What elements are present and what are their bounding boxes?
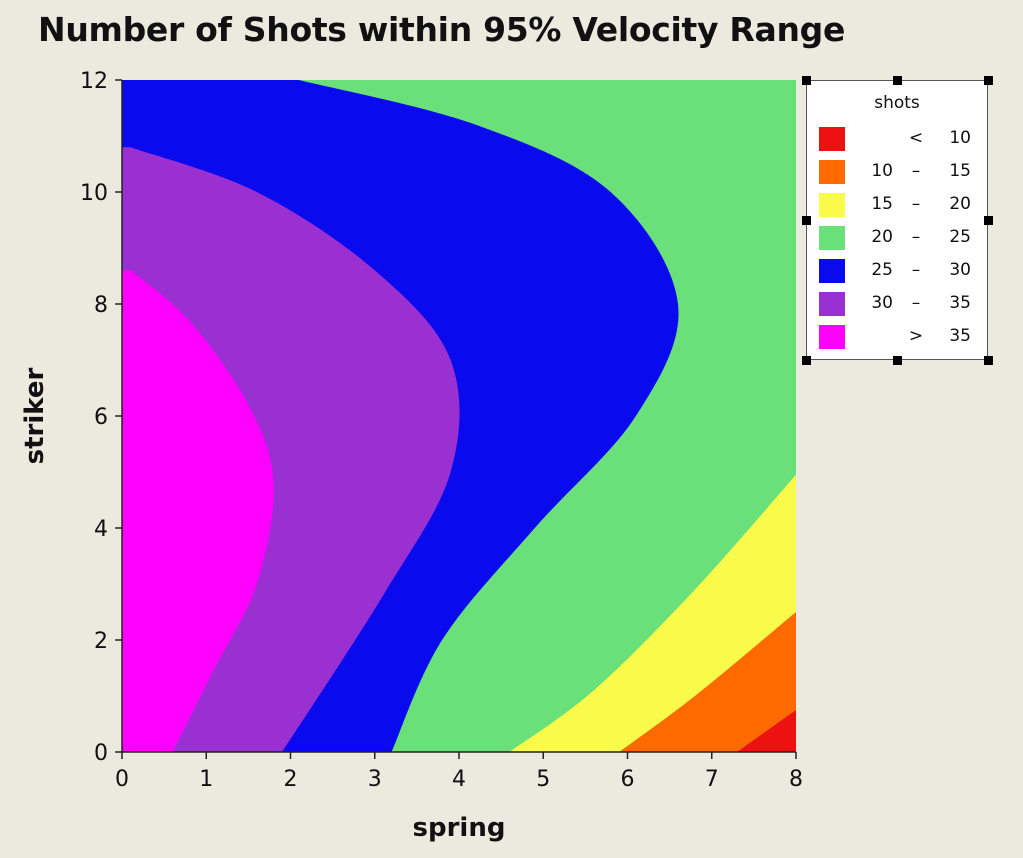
resize-handle[interactable] — [802, 356, 811, 365]
legend-swatch — [819, 193, 845, 217]
legend-swatch — [819, 259, 845, 283]
y-tick-label: 4 — [94, 517, 108, 542]
legend-swatch — [819, 226, 845, 250]
x-tick-label: 4 — [452, 767, 466, 792]
resize-handle[interactable] — [893, 76, 902, 85]
legend-range-separator: – — [911, 260, 921, 280]
resize-handle[interactable] — [802, 76, 811, 85]
x-tick-label: 6 — [621, 767, 635, 792]
contour-regions — [122, 80, 796, 752]
legend-range-low: 20 — [871, 227, 893, 247]
legend-range-low: 10 — [871, 161, 893, 181]
legend-range-low: 25 — [871, 260, 893, 280]
x-tick-label: 2 — [284, 767, 298, 792]
legend-range-separator: > — [908, 326, 924, 346]
legend[interactable]: shots <10 10–15 15–20 20–25 25–30 30–35 >35 — [802, 76, 993, 365]
region-lt-10 — [737, 710, 796, 752]
y-tick-label: 8 — [94, 293, 108, 318]
chart-title: Number of Shots within 95% Velocity Rang… — [38, 10, 846, 49]
legend-range-high: 10 — [949, 128, 971, 148]
resize-handle[interactable] — [984, 76, 993, 85]
y-tick-label: 0 — [94, 741, 108, 766]
legend-item: 10– 15 — [819, 158, 984, 186]
legend-range-separator: < — [908, 128, 924, 148]
region-10-15 — [619, 612, 796, 752]
region-gt-35 — [122, 270, 274, 752]
legend-title: shots — [874, 93, 920, 113]
y-tick-label: 10 — [80, 181, 108, 206]
legend-range-high: 35 — [949, 326, 971, 346]
legend-swatch — [819, 325, 845, 349]
y-axis-title: striker — [20, 367, 50, 464]
resize-handle[interactable] — [984, 216, 993, 225]
legend-range-high: 30 — [949, 260, 971, 280]
y-tick-label: 2 — [94, 629, 108, 654]
legend-range-separator: – — [911, 161, 921, 181]
legend-range-high: 25 — [949, 227, 971, 247]
x-tick-label: 7 — [705, 767, 719, 792]
legend-range-high: 20 — [949, 194, 971, 214]
legend-swatch — [819, 127, 845, 151]
x-tick-label: 5 — [536, 767, 550, 792]
legend-item: <10 — [819, 125, 984, 153]
y-tick-label: 12 — [80, 69, 108, 94]
legend-range-separator: – — [911, 194, 921, 214]
legend-range-separator: – — [911, 293, 921, 313]
resize-handle[interactable] — [802, 216, 811, 225]
y-tick-label: 6 — [94, 405, 108, 430]
x-axis-title: spring — [413, 813, 506, 843]
legend-range-low: 15 — [871, 194, 893, 214]
legend-range-high: 15 — [949, 161, 971, 181]
x-tick-label: 1 — [199, 767, 213, 792]
legend-item: >35 — [819, 323, 984, 351]
resize-handle[interactable] — [893, 356, 902, 365]
legend-item: 30– 35 — [819, 290, 984, 318]
legend-item: 20– 25 — [819, 224, 984, 252]
x-tick-label: 8 — [789, 767, 803, 792]
legend-range-separator: – — [911, 227, 921, 247]
legend-swatch — [819, 292, 845, 316]
legend-item: 25– 30 — [819, 257, 984, 285]
legend-range-high: 35 — [949, 293, 971, 313]
legend-swatch — [819, 160, 845, 184]
x-tick-label: 3 — [368, 767, 382, 792]
resize-handle[interactable] — [984, 356, 993, 365]
legend-item: 15– 20 — [819, 191, 984, 219]
legend-range-low: 30 — [871, 293, 893, 313]
x-tick-label: 0 — [115, 767, 129, 792]
